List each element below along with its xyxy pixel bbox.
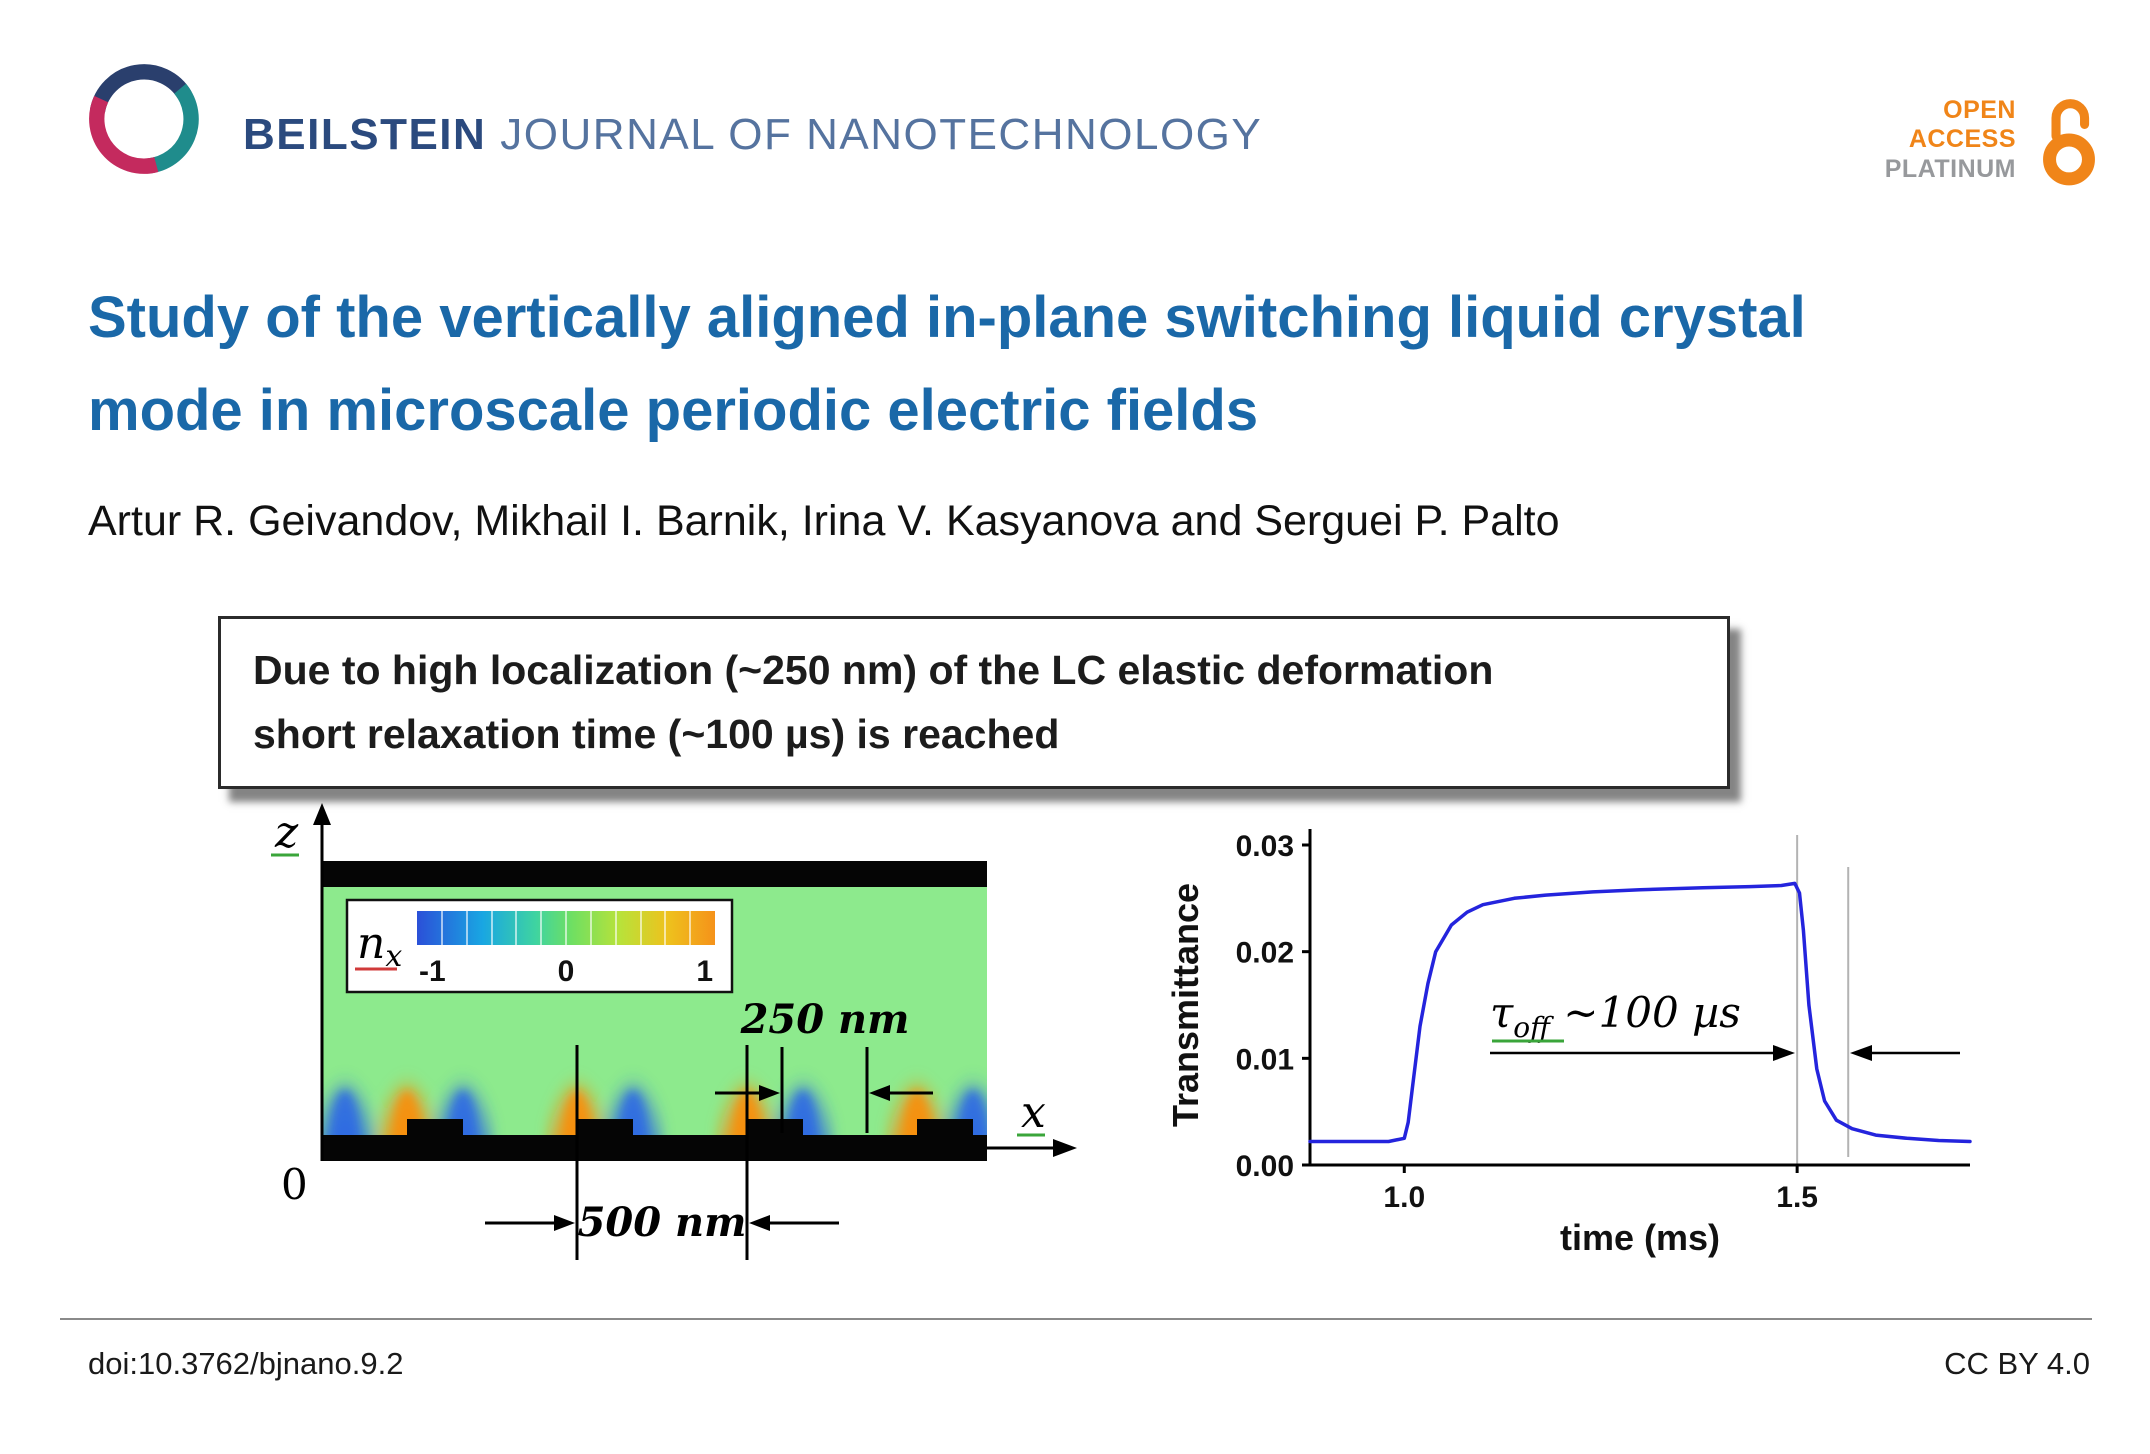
lc-director-field-diagram: z x 0 nx -1 0 1 (271, 803, 1077, 1260)
chart-plot-area: 0.00 0.01 0.02 0.03 1.0 1.5 (1236, 829, 1972, 1214)
colorbar-tick-one: 1 (696, 955, 713, 988)
title-line-1: Study of the vertically aligned in-plane… (88, 285, 1806, 350)
license-text: CC BY 4.0 (1944, 1346, 2090, 1381)
journal-name-bold: BEILSTEIN (243, 110, 487, 159)
colorbar-symbol: nx (357, 918, 402, 974)
article-title: Study of the vertically aligned in-plane… (88, 272, 1806, 458)
highlight-line-1: Due to high localization (~250 nm) of th… (253, 647, 1494, 693)
open-access-badge: OPEN ACCESS PLATINUM (1885, 92, 2108, 188)
svg-text:1.0: 1.0 (1383, 1181, 1425, 1214)
dimension-250nm (715, 1047, 933, 1133)
beilstein-logo (89, 64, 199, 174)
x-axis-label: x (1021, 1087, 1046, 1138)
z-axis-label: z (274, 807, 299, 858)
title-line-2: mode in microscale periodic electric fie… (88, 377, 1259, 443)
colorbar-segments (441, 911, 691, 945)
bottom-electrode-bar (322, 1135, 987, 1161)
author-list: Artur R. Geivandov, Mikhail I. Barnik, I… (88, 497, 1560, 545)
footer-divider (60, 1318, 2092, 1320)
svg-text:0.01: 0.01 (1236, 1043, 1294, 1076)
origin-label: 0 (281, 1160, 308, 1209)
open-access-lock-icon (2043, 99, 2095, 186)
doi-text: doi:10.3762/bjnano.9.2 (88, 1346, 404, 1381)
interdigitated-electrodes (407, 1119, 973, 1136)
tau-off-annotation: τoff ~100 µs (1490, 988, 1960, 1061)
highlight-line-2: short relaxation time (~100 µs) is reach… (253, 710, 1060, 757)
svg-text:0.03: 0.03 (1236, 830, 1294, 863)
dimension-250nm-label: 250 nm (740, 996, 910, 1043)
highlight-box: Due to high localization (~250 nm) of th… (218, 616, 1730, 790)
journal-name: BEILSTEIN JOURNAL OF NANOTECHNOLOGY (243, 110, 1262, 160)
z-axis (313, 803, 331, 1161)
journal-name-rest: JOURNAL OF NANOTECHNOLOGY (500, 110, 1263, 159)
transmittance-chart: 0.00 0.01 0.02 0.03 1.0 1.5 Transmittance tim… (1165, 829, 1972, 1258)
colorbar-tick-zero: 0 (558, 955, 575, 988)
svg-text:0.00: 0.00 (1236, 1150, 1294, 1183)
dimension-500nm-label: 500 nm (578, 1199, 747, 1246)
top-electrode-bar (322, 861, 987, 887)
x-axis-title: time (ms) (1560, 1217, 1720, 1258)
y-axis-title: Transmittance (1165, 883, 1206, 1127)
open-access-line-open: OPEN (1943, 95, 2016, 124)
tau-off-label: τoff ~100 µs (1490, 988, 1741, 1044)
open-access-line-platinum: PLATINUM (1884, 154, 2016, 183)
svg-text:1.5: 1.5 (1776, 1181, 1818, 1214)
open-access-text: OPEN ACCESS PLATINUM (1885, 96, 2016, 185)
svg-text:0.02: 0.02 (1236, 937, 1294, 970)
dimension-500nm (485, 1045, 839, 1260)
x-axis (987, 1139, 1077, 1157)
colorbar-tick-neg1: -1 (419, 955, 446, 988)
colorbar-legend: nx -1 0 1 (345, 898, 734, 994)
open-access-line-access: ACCESS (1908, 125, 2016, 154)
